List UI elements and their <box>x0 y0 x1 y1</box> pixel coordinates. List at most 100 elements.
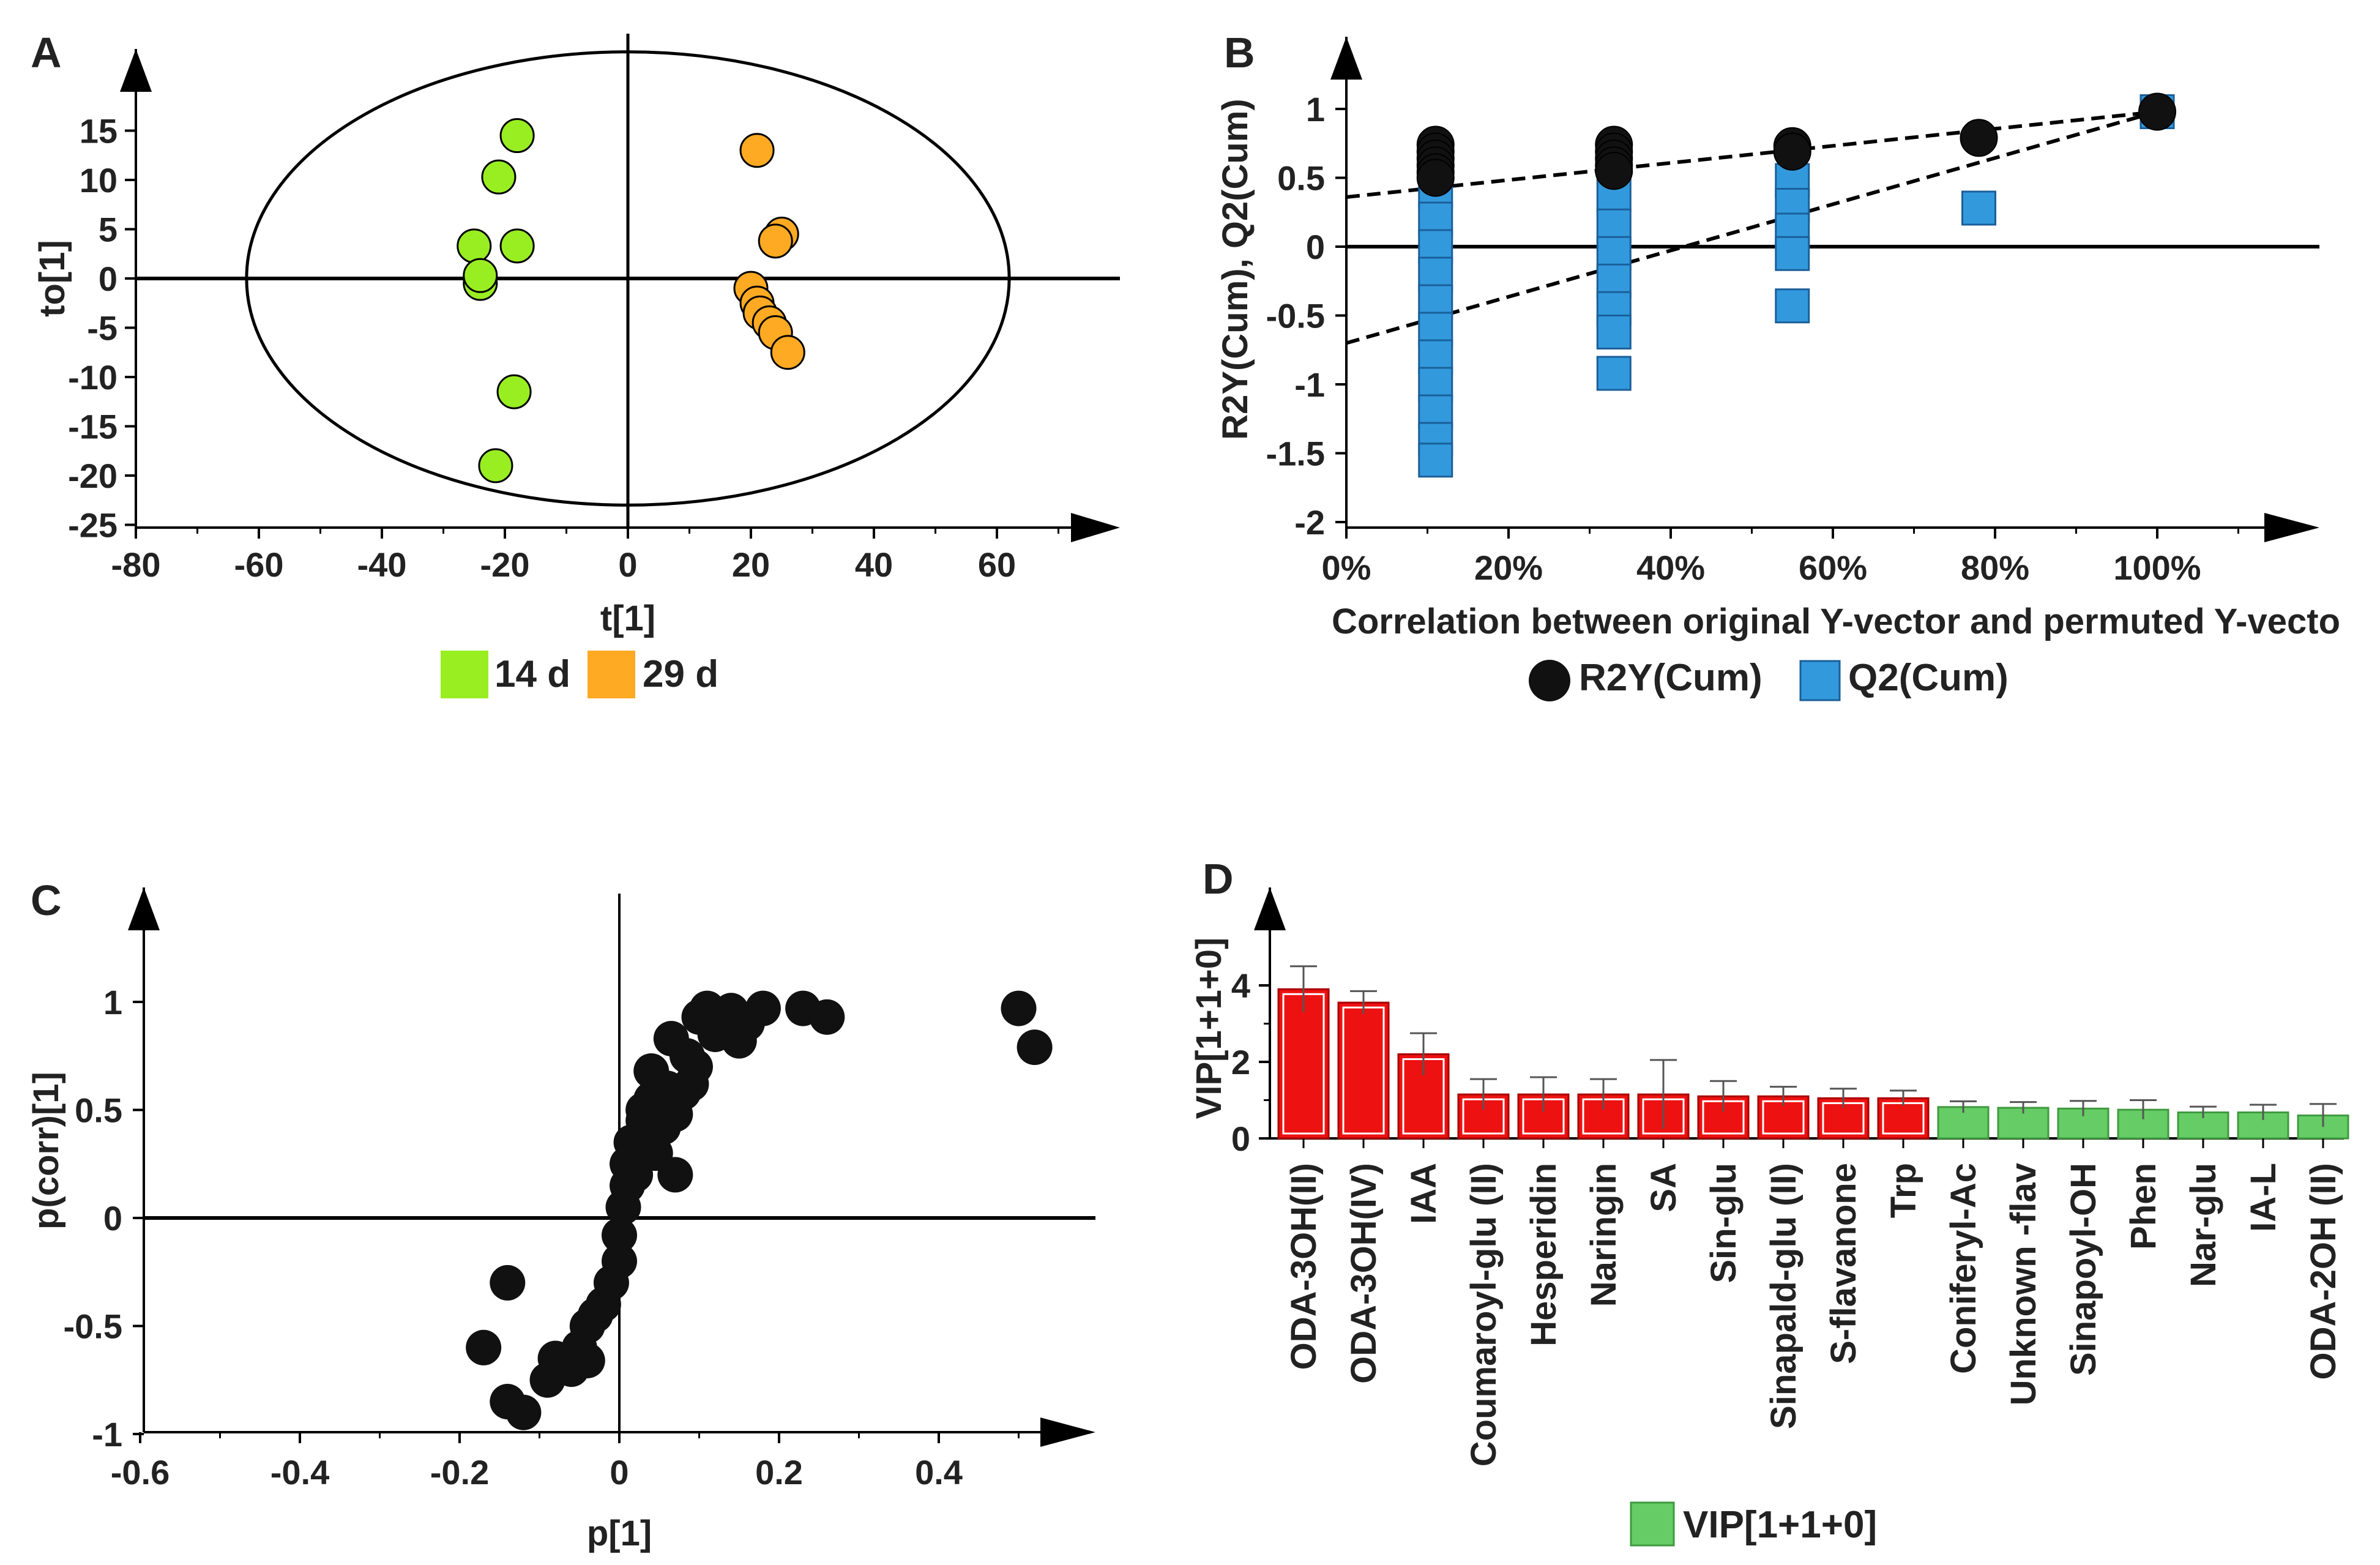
data-point <box>770 335 805 370</box>
y-axis-arrow <box>1254 887 1286 930</box>
x-tick-label: -0.2 <box>430 1453 490 1492</box>
y-tick-label: 1 <box>103 983 122 1022</box>
data-point <box>739 133 775 168</box>
y-tick-label: 0 <box>1306 228 1325 266</box>
category-label: Unknown -flav <box>2004 1163 2043 1405</box>
vip-bar <box>1337 1001 1390 1140</box>
panel-label-d: D <box>1203 855 1234 903</box>
loading-point <box>1001 990 1037 1026</box>
loading-point <box>490 1264 526 1301</box>
r2y-point <box>1773 132 1811 171</box>
data-point <box>499 228 535 264</box>
y-axis-label: to[1] <box>32 240 72 317</box>
y-tick-label: -10 <box>68 358 118 397</box>
x-tick-label: 0.4 <box>915 1453 963 1492</box>
y-tick-label: 0 <box>103 1199 122 1238</box>
x-tick-label: 0.2 <box>755 1453 803 1492</box>
y-axis-arrow <box>120 49 152 92</box>
q2-point <box>1775 236 1810 271</box>
x-axis-arrow <box>1071 513 1120 542</box>
legend-swatch <box>1630 1501 1675 1547</box>
r2y-point <box>2138 92 2176 131</box>
category-label: SA <box>1644 1163 1684 1212</box>
x-tick-label: 0% <box>1322 548 1371 587</box>
category-label: IAA <box>1404 1163 1444 1224</box>
y-tick-label: 1 <box>1306 90 1325 129</box>
category-label: Trp <box>1884 1163 1923 1218</box>
data-point <box>457 228 492 264</box>
data-point <box>463 258 498 293</box>
y-tick-label: -25 <box>68 506 118 545</box>
legend-marker-q2 <box>1799 660 1841 701</box>
loading-point <box>602 1217 637 1253</box>
x-tick-label: 80% <box>1961 548 2029 587</box>
legend-label: Q2(Cum) <box>1848 657 2009 699</box>
legend-label: R2Y(Cum) <box>1579 657 1763 699</box>
x-tick-label: 40% <box>1636 548 1705 587</box>
x-axis-label: t[1] <box>600 599 655 638</box>
y-axis-arrow <box>128 887 160 930</box>
legend-swatch <box>588 651 635 698</box>
q2-point <box>1418 443 1453 478</box>
y-tick-label: -15 <box>68 408 118 446</box>
x-tick-label: -0.6 <box>111 1453 170 1492</box>
category-label: Sin-glu <box>1704 1163 1744 1283</box>
data-point <box>481 159 517 195</box>
y-tick-label: 0.5 <box>75 1091 122 1130</box>
loading-point <box>745 990 781 1026</box>
y-tick-label: 15 <box>80 112 118 151</box>
y-tick-label: 2 <box>1231 1043 1250 1081</box>
legend-label: 14 d <box>494 653 570 695</box>
x-axis-arrow <box>1040 1417 1095 1447</box>
legend-label: 29 d <box>643 653 718 695</box>
x-axis-label: Correlation between original Y-vector an… <box>1332 602 2340 641</box>
legend-label: VIP[1+1+0] <box>1683 1504 1877 1546</box>
y-tick-label: -0.5 <box>64 1307 123 1346</box>
y-tick-label: 4 <box>1231 966 1250 1005</box>
x-tick-label: 60% <box>1799 548 1867 587</box>
y-tick-label: 0.5 <box>1277 159 1325 198</box>
q2-point <box>1961 190 1996 226</box>
loading-point <box>569 1342 605 1378</box>
x-tick-label: 0 <box>618 545 637 584</box>
loading-point <box>466 1329 502 1365</box>
y-axis-label: VIP[1+1+0] <box>1189 938 1229 1119</box>
loading-point <box>677 1048 713 1085</box>
loading-point <box>602 1243 637 1279</box>
y-tick-label: 10 <box>80 161 118 200</box>
y-tick-label: -1.5 <box>1266 435 1326 473</box>
q2-point <box>1596 356 1632 391</box>
x-tick-label: 60 <box>978 545 1016 584</box>
x-tick-label: 100% <box>2113 548 2201 587</box>
loading-point <box>809 999 845 1035</box>
y-axis-label: R2Y(Cum), Q2(Cum) <box>1215 99 1255 439</box>
category-label: Hesperidin <box>1524 1163 1564 1346</box>
category-label: ODA-3OH(IV) <box>1344 1163 1384 1384</box>
category-label: IA-L <box>2244 1163 2283 1232</box>
y-tick-label: 0 <box>1231 1119 1250 1158</box>
panel-label-a: A <box>31 29 62 77</box>
x-tick-label: 20 <box>732 545 770 584</box>
y-tick-label: -5 <box>87 309 118 348</box>
panel-a: A -80 -60 -40 -20 0 20 40 60 -25 -20 -15 -10 -5 0 5 10 15… <box>31 29 1120 698</box>
legend-marker-r2y <box>1529 660 1570 701</box>
panel-label-c: C <box>31 876 62 924</box>
y-tick-label: 5 <box>99 211 118 249</box>
category-label: ODA-2OH (II) <box>2304 1163 2343 1380</box>
data-point <box>478 448 513 484</box>
x-tick-label: -20 <box>480 545 530 584</box>
x-tick-label: -80 <box>111 545 161 584</box>
x-axis-label: p[1] <box>587 1514 652 1553</box>
x-tick-label: 0 <box>610 1453 629 1492</box>
x-tick-label: -40 <box>357 545 407 584</box>
panel-b: B 0% 20% 40% 60% 80% 100% -2 -1.5 -1 -0.5 0 0.5 1 Corr… <box>1215 29 2340 701</box>
data-point <box>499 118 535 154</box>
intercept-line <box>1346 110 2158 199</box>
x-tick-label: -0.4 <box>270 1453 330 1492</box>
category-label: Nar-glu <box>2184 1163 2223 1287</box>
y-tick-label: 0 <box>99 260 118 298</box>
loading-point <box>1017 1029 1053 1066</box>
intercept-line <box>1346 110 2158 345</box>
category-label: S-flavanone <box>1824 1163 1863 1364</box>
